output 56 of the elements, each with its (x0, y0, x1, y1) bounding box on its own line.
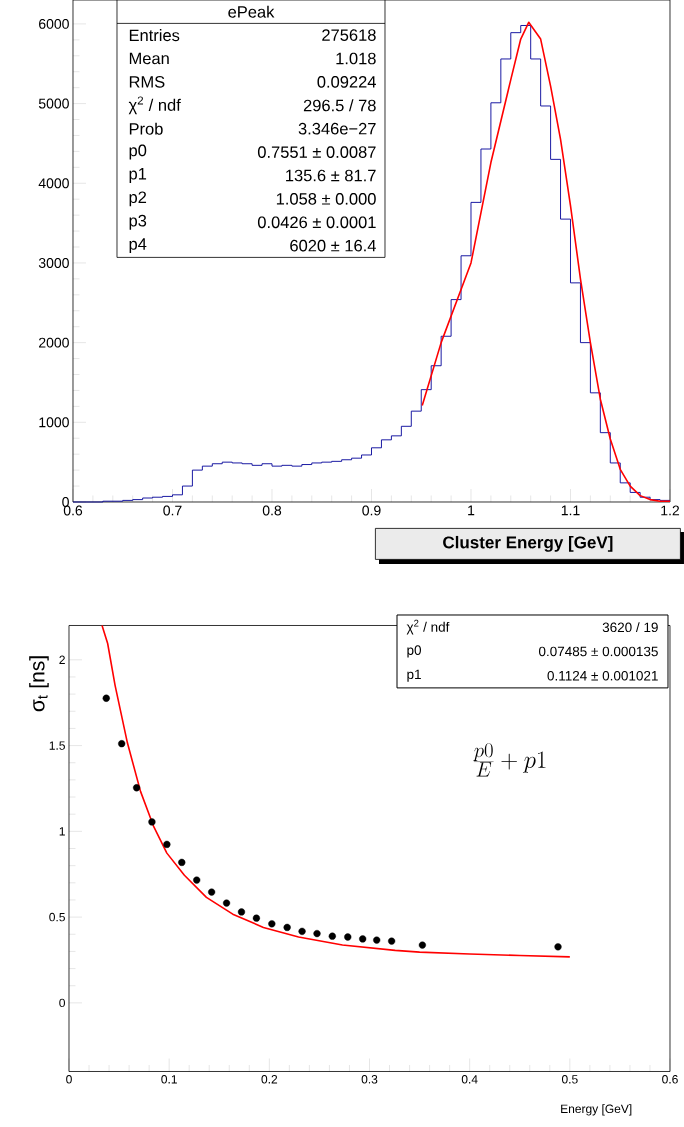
annotation: p1 (407, 669, 421, 682)
x-tick-label: 1.2 (661, 505, 680, 516)
annotation: 0.0426 ± 0.0001 (257, 216, 376, 229)
y-tick-label: 4000 (38, 178, 69, 189)
x-tick-label: 0.3 (361, 1075, 378, 1084)
annotation: 1.058 ± 0.000 (276, 193, 376, 205)
annotation: χ$^{2}$ / ndf (406, 619, 450, 635)
annotation: 135.6 ± 81.7 (286, 169, 376, 182)
annotation: Prob (129, 122, 163, 135)
y-tick-label: 2 (59, 655, 65, 664)
annotation: $\frac{p0}{E}+p1$ (473, 743, 546, 777)
annotation: RMS (129, 76, 165, 88)
annotation: 275618 (322, 29, 376, 41)
annotation: 6020 ± 16.4 (290, 239, 376, 252)
y-tick-label: 3000 (38, 257, 69, 268)
y-tick-label: 1.5 (49, 741, 65, 750)
x-tick-label: 0.9 (362, 505, 381, 516)
y-tick-label: 0 (59, 998, 65, 1008)
y-tick-label: 0 (62, 497, 69, 507)
annotation: p0 (129, 144, 147, 160)
x-axis-title: Energy [GeV] (561, 1104, 632, 1116)
annotation: 296.5 / 78 (303, 99, 376, 112)
y-tick-label: 5000 (38, 98, 69, 109)
annotation: p4 (129, 238, 147, 254)
x-tick-label: 0.4 (461, 1075, 478, 1084)
x-tick-label: 0.6 (662, 1075, 678, 1084)
annotation: p0 (407, 645, 422, 658)
y-tick-label: 2000 (39, 337, 69, 348)
x-tick-label: 0.1 (161, 1075, 177, 1084)
y-axis-title: σ$_{t}$ [ns] (29, 656, 49, 712)
annotation: 0.07485 ± 0.000135 (538, 646, 658, 657)
annotation: ePeak (228, 5, 275, 18)
y-tick-label: 1000 (39, 417, 69, 428)
y-tick-label: 1 (59, 827, 65, 836)
x-tick-label: 0.2 (261, 1075, 278, 1084)
y-tick-label: 0.5 (49, 912, 65, 922)
annotation: 3620 / 19 (602, 622, 658, 633)
annotation: p3 (129, 214, 147, 230)
x-tick-label: 0.6 (63, 505, 83, 516)
y-tick-label: 6000 (39, 18, 69, 29)
annotation: 1.018 (336, 52, 376, 65)
annotation: p2 (129, 191, 147, 207)
x-tick-label: 0.8 (262, 505, 282, 516)
x-axis-title: Cluster Energy [GeV] (443, 535, 613, 552)
annotation: 0.09224 (317, 76, 376, 88)
annotation: p1 (129, 168, 147, 183)
annotation: 0.1124 ± 0.001021 (547, 670, 658, 681)
annotation: χ$^{2}$ / ndf (128, 96, 181, 115)
annotation: Mean (129, 52, 169, 65)
annotation: 3.346e−27 (298, 122, 376, 135)
annotation: Entries (129, 29, 180, 42)
annotation: 0.7551 ± 0.0087 (257, 146, 376, 158)
x-tick-label: 1 (468, 505, 475, 516)
x-tick-label: 0.7 (163, 505, 182, 516)
x-tick-label: 0.5 (561, 1075, 578, 1084)
x-tick-label: 1.1 (561, 505, 580, 516)
